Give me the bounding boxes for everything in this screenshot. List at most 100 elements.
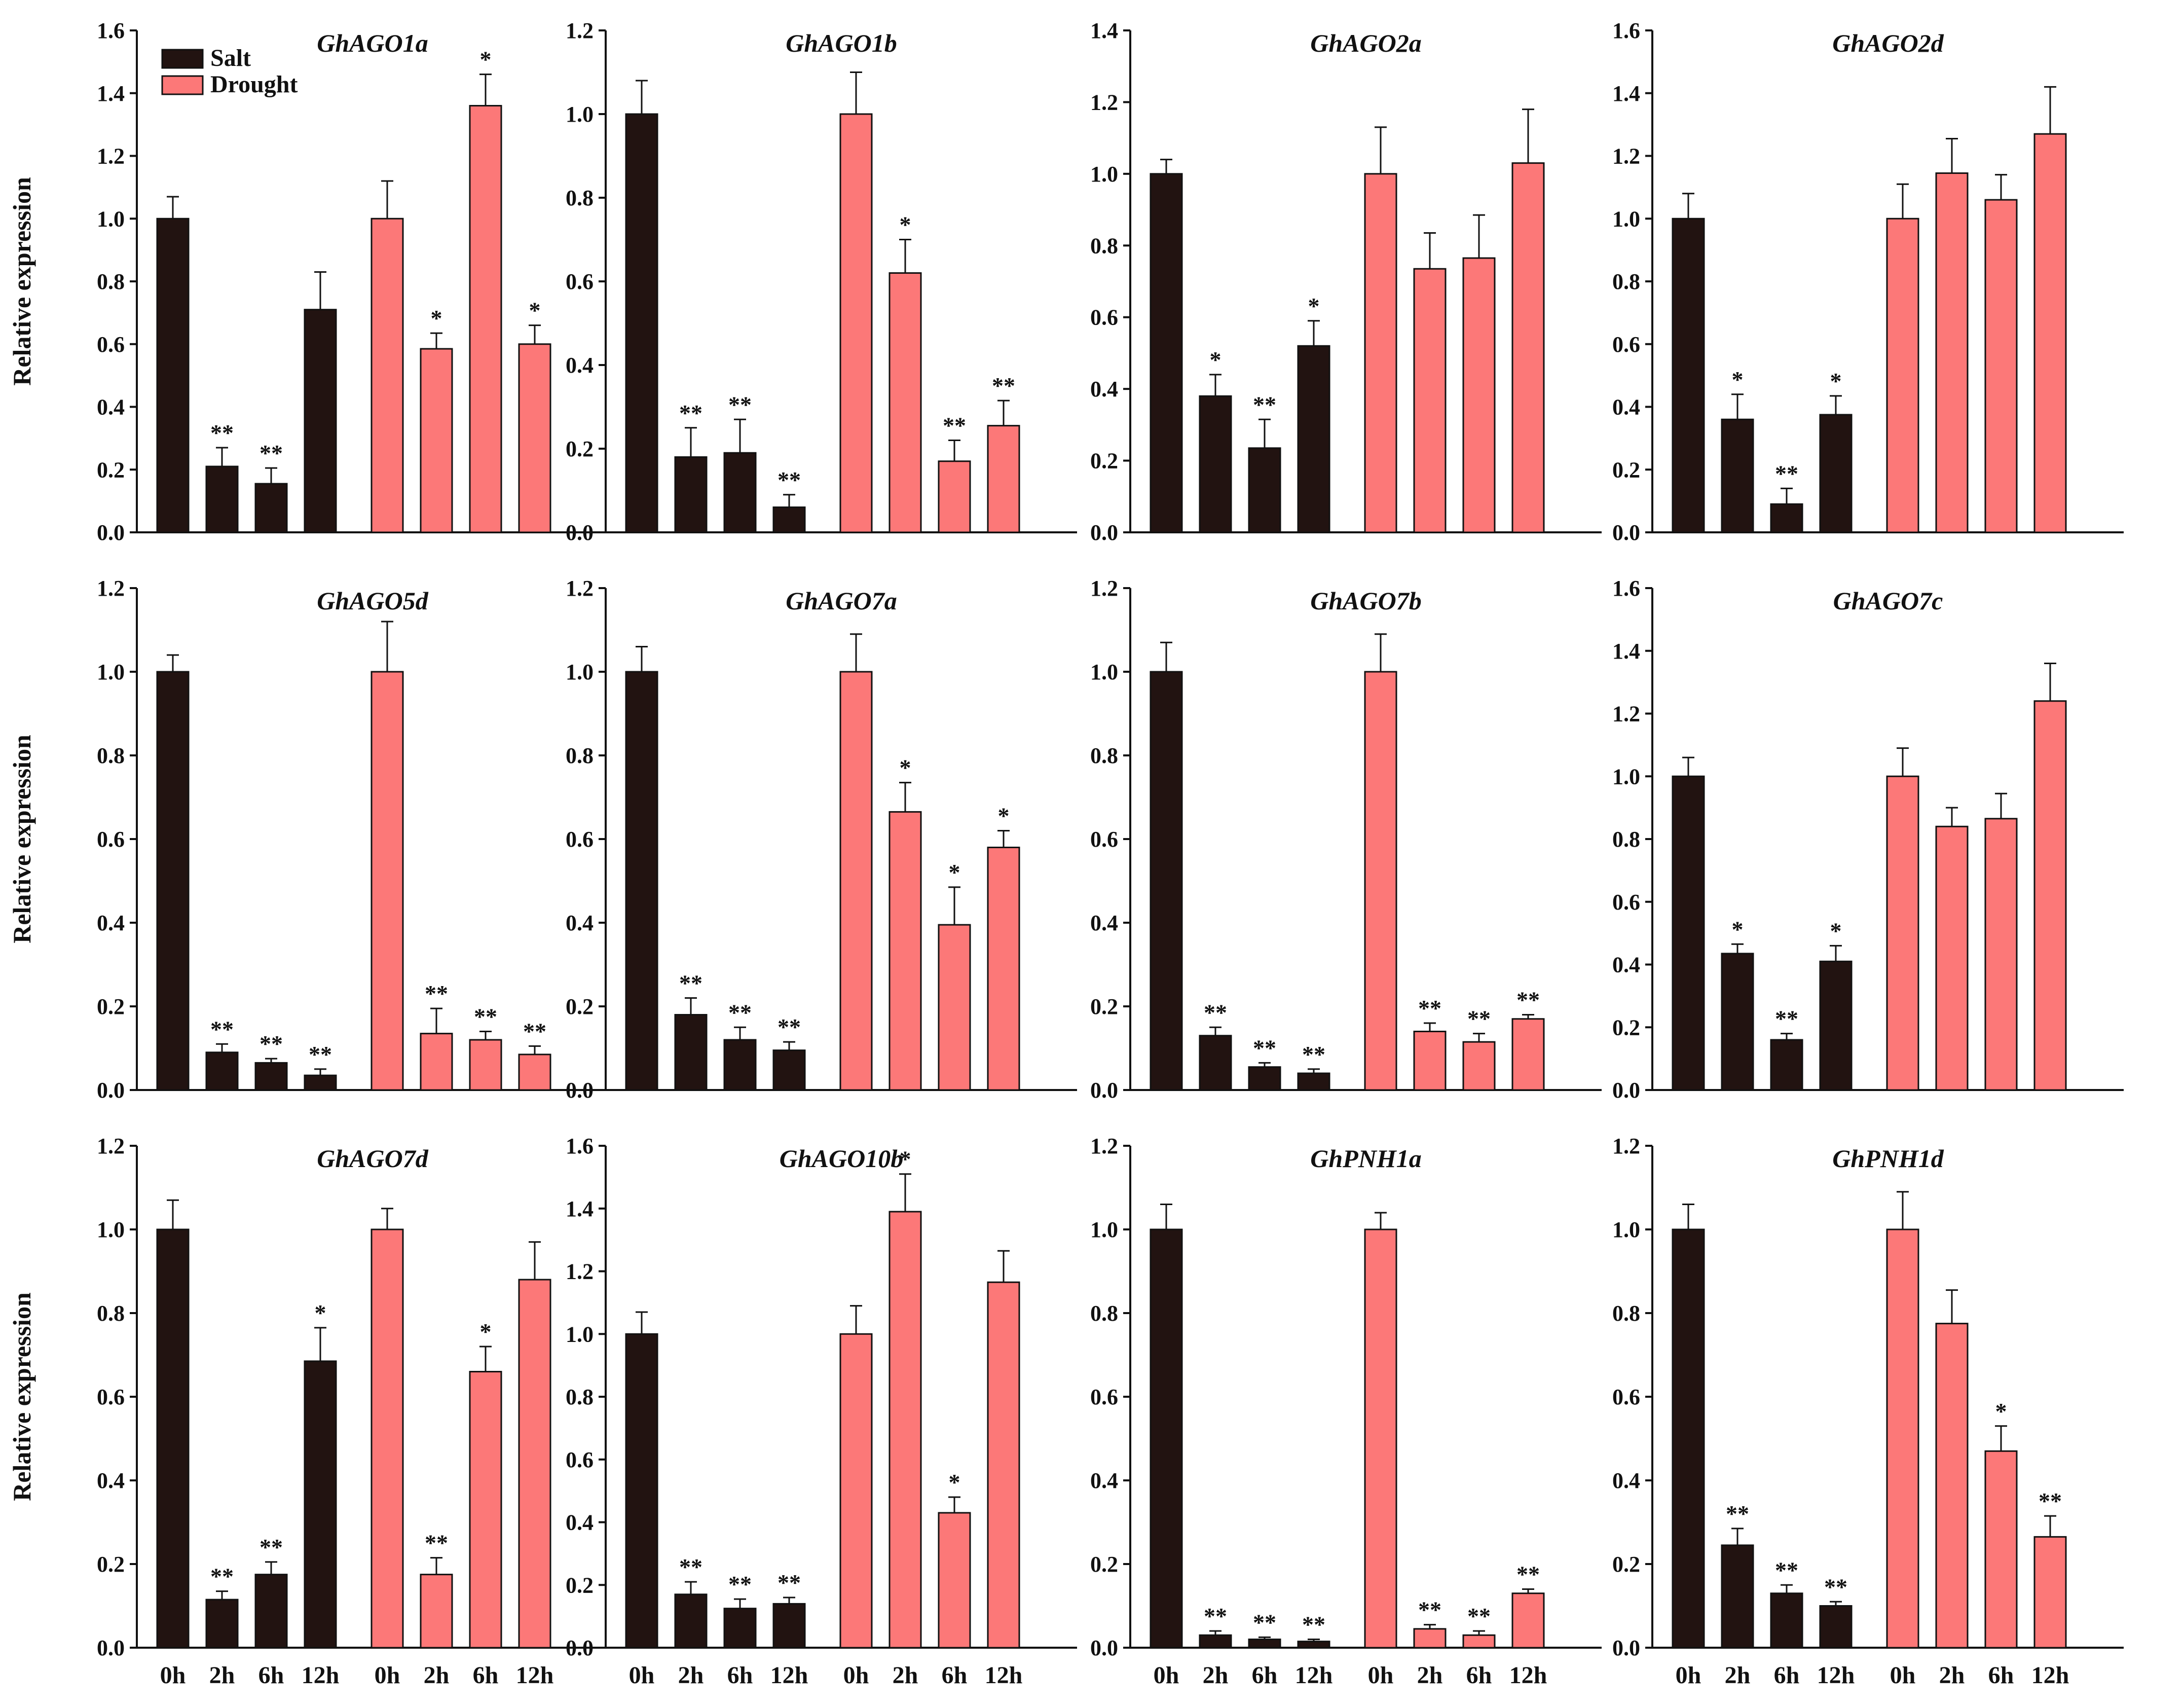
y-tick-label: 0.4 xyxy=(566,1510,594,1535)
drought-bar xyxy=(518,343,551,533)
y-tick-label: 1.0 xyxy=(1612,206,1640,231)
panel-GhAGO2d: 0.00.20.40.60.81.01.21.41.6 GhAGO2d**** xyxy=(1612,18,2124,545)
y-tick-label: 0.2 xyxy=(97,457,125,482)
y-tick-label: 0.0 xyxy=(1090,1078,1118,1103)
x-tick-label: 2h xyxy=(1203,1662,1229,1689)
drought-bar xyxy=(469,1371,502,1649)
x-tick-label: 12h xyxy=(2031,1662,2069,1689)
significance-mark: ** xyxy=(1726,1501,1749,1527)
drought-bar xyxy=(371,217,404,533)
salt-bar xyxy=(304,309,337,533)
x-tick-label: 0h xyxy=(1368,1662,1394,1689)
significance-mark: ** xyxy=(425,1530,448,1556)
salt-bar xyxy=(1150,1228,1183,1649)
y-tick-label: 1.4 xyxy=(1612,639,1640,664)
y-tick-label: 0.0 xyxy=(1612,1636,1640,1660)
x-tick-label: 12h xyxy=(302,1662,340,1689)
drought-bar xyxy=(839,1333,873,1649)
y-tick-label: 0.0 xyxy=(566,520,594,545)
chart-title: GhAGO5d xyxy=(317,587,428,615)
y-tick-label: 0.2 xyxy=(1090,994,1118,1019)
drought-bar xyxy=(1935,825,1969,1091)
salt-bar xyxy=(1770,1039,1803,1091)
salt-bar xyxy=(205,465,239,533)
drought-bar xyxy=(1984,1450,2018,1649)
salt-bar xyxy=(772,1049,806,1091)
legend-swatch xyxy=(161,75,204,95)
drought-bar xyxy=(2033,700,2067,1091)
chart-title: GhAGO7d xyxy=(317,1144,428,1173)
y-tick-label: 1.6 xyxy=(566,1134,594,1158)
significance-mark: ** xyxy=(523,1018,546,1044)
y-tick-label: 0.2 xyxy=(1612,1015,1640,1040)
salt-bar xyxy=(772,1603,806,1649)
y-tick-label: 1.2 xyxy=(1090,576,1118,601)
chart-title: GhAGO2d xyxy=(1832,29,1944,57)
drought-bar xyxy=(2033,133,2067,533)
y-tick-label: 0.2 xyxy=(566,437,594,461)
y-tick-label: 1.0 xyxy=(97,1217,125,1242)
significance-mark: ** xyxy=(309,1041,332,1067)
significance-mark: * xyxy=(480,47,492,72)
x-tick-label: 0h xyxy=(160,1662,186,1689)
x-tick-label: 12h xyxy=(1509,1662,1547,1689)
chart-title: GhAGO7a xyxy=(786,587,897,615)
salt-bar xyxy=(304,1360,337,1649)
drought-bar xyxy=(1413,1031,1447,1091)
y-tick-label: 0.8 xyxy=(566,1385,594,1409)
salt-bar xyxy=(156,1228,190,1649)
significance-mark: * xyxy=(949,1469,960,1495)
y-tick-label: 1.0 xyxy=(566,660,594,684)
y-tick-label: 0.6 xyxy=(1090,1385,1118,1409)
drought-bar xyxy=(1511,1018,1545,1091)
salt-bar xyxy=(625,1333,658,1649)
y-axis-label: Relative expression xyxy=(8,1292,36,1501)
significance-mark: ** xyxy=(778,1570,801,1595)
y-tick-label: 1.0 xyxy=(1090,660,1118,684)
legend-label: Drought xyxy=(210,71,298,98)
significance-mark: * xyxy=(900,755,911,781)
drought-bar xyxy=(938,460,971,533)
panel-GhAGO5d: 0.0 0.2 0.4 0.6 0.8 1.0 1.2 GhAGO5d Relative exp… xyxy=(8,576,608,1103)
drought-bar xyxy=(987,1281,1020,1649)
y-tick-label: 0.0 xyxy=(1090,1636,1118,1660)
panel-GhAGO10b: 0.00.20.40.60.81.01.21.41.6 GhAGO10b**** *… xyxy=(566,1134,1077,1689)
y-tick-label: 0.8 xyxy=(1612,269,1640,294)
salt-bar xyxy=(254,1062,288,1091)
x-tick-label: 12h xyxy=(1817,1662,1855,1689)
salt-bar xyxy=(1721,953,1754,1091)
drought-bar xyxy=(1886,1228,1919,1649)
significance-mark: ** xyxy=(210,420,234,446)
y-tick-label: 0.8 xyxy=(1090,1301,1118,1326)
y-tick-label: 1.0 xyxy=(1090,1217,1118,1242)
y-tick-label: 1.6 xyxy=(1612,18,1640,43)
drought-bar xyxy=(938,924,971,1091)
significance-mark: * xyxy=(1732,367,1744,392)
x-tick-label: 0h xyxy=(1676,1662,1701,1689)
drought-bar xyxy=(1413,1628,1447,1649)
significance-mark: ** xyxy=(1204,1603,1227,1629)
significance-mark: ** xyxy=(992,373,1015,398)
x-tick-label: 6h xyxy=(1466,1662,1492,1689)
x-tick-label: 12h xyxy=(1295,1662,1333,1689)
x-tick-label: 12h xyxy=(985,1662,1023,1689)
y-tick-label: 0.4 xyxy=(1612,1468,1640,1493)
x-tick-label: 6h xyxy=(473,1662,499,1689)
y-axis-label: Relative expression xyxy=(8,735,36,943)
chart-title: GhAGO1b xyxy=(786,29,897,57)
y-tick-label: 0.4 xyxy=(97,1468,125,1493)
x-tick-label: 2h xyxy=(893,1662,918,1689)
drought-bar xyxy=(839,671,873,1091)
y-tick-label: 1.2 xyxy=(97,576,125,601)
x-tick-label: 6h xyxy=(727,1662,753,1689)
salt-bar xyxy=(1297,345,1330,533)
y-tick-label: 1.2 xyxy=(566,18,594,43)
y-tick-label: 1.0 xyxy=(1612,1217,1640,1242)
y-tick-label: 0.0 xyxy=(1612,520,1640,545)
drought-bar xyxy=(1886,217,1919,533)
y-tick-label: 1.4 xyxy=(97,81,125,106)
x-tick-label: 2h xyxy=(209,1662,235,1689)
y-tick-label: 0.6 xyxy=(1090,305,1118,330)
drought-bar xyxy=(1462,257,1496,533)
y-tick-label: 1.2 xyxy=(97,1134,125,1158)
